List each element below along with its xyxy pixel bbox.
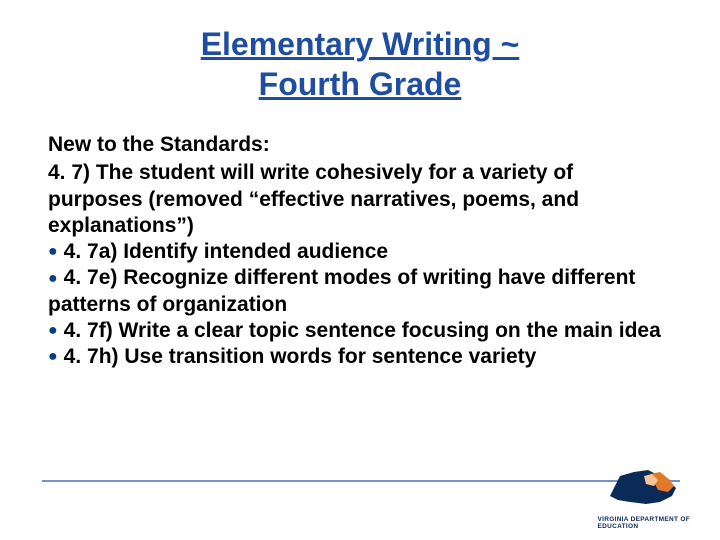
logo-text: VIRGINIA DEPARTMENT OF EDUCATION [597,516,690,530]
subheading: New to the Standards: [48,132,672,158]
title-line-1: Elementary Writing ~ [201,26,520,62]
bullet-text: 4. 7e) Recognize different modes of writ… [48,266,635,315]
bullet-dot-icon: ● [48,322,58,339]
bullet-dot-icon: ● [48,348,58,365]
bullet-text: 4. 7a) Identify intended audience [64,240,388,263]
slide-title: Elementary Writing ~ Fourth Grade [48,24,672,104]
bullet-item: ●4. 7e) Recognize different modes of wri… [48,265,672,318]
bullet-item: ● 4. 7h) Use transition words for sentenc… [48,344,672,370]
bullet-item: ● 4. 7a) Identify intended audience [48,239,672,265]
bullet-dot-icon: ● [48,270,58,287]
title-line-2: Fourth Grade [259,66,462,102]
bullet-text: 4. 7h) Use transition words for sentence… [64,345,537,368]
bullet-dot-icon: ● [48,243,58,260]
footer-divider [42,480,680,482]
intro-text: 4. 7) The student will write cohesively … [48,160,672,239]
bullet-item: ● 4. 7f) Write a clear topic sentence foc… [48,318,672,344]
slide-container: Elementary Writing ~ Fourth Grade New to… [0,0,720,540]
logo-text-line-1: VIRGINIA DEPARTMENT OF [597,516,690,523]
bullet-text: 4. 7f) Write a clear topic sentence focu… [64,319,661,342]
logo-text-line-2: EDUCATION [597,523,638,530]
